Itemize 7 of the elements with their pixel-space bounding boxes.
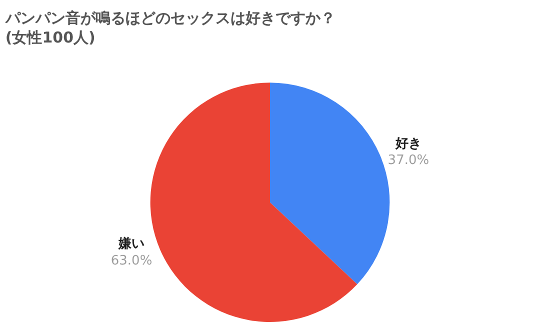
slice-label: 嫌い [118,236,145,252]
pie-slice [270,82,390,284]
chart-title: パンパン音が鳴るほどのセックスは好きですか？ (女性100人) [4,9,336,47]
slice-label: 好き [394,136,422,152]
data-label: 37.0% [388,153,430,168]
pie-slice [150,82,358,322]
data-label: 63.0% [110,253,152,268]
